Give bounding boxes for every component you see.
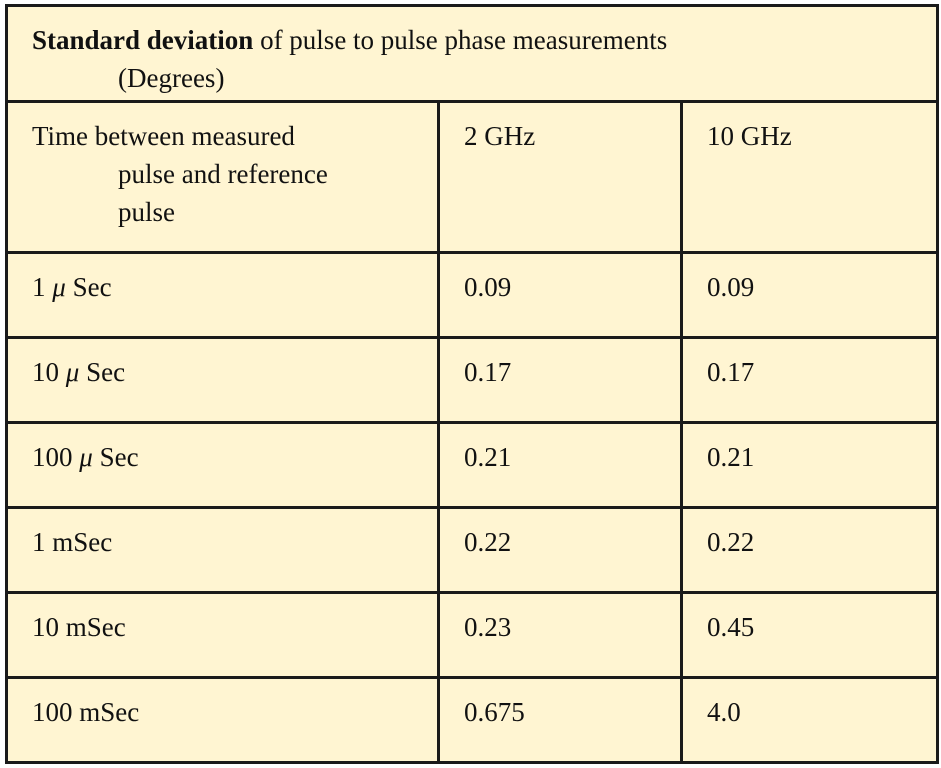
title-unit: (Degrees): [118, 63, 225, 93]
cell-2ghz: 0.17: [437, 336, 683, 424]
cell-10ghz: 0.09: [679, 251, 940, 339]
cell-10ghz: 4.0: [679, 676, 940, 764]
cell-time: 10 μ Sec: [5, 336, 440, 424]
cell-time: 1 mSec: [5, 506, 440, 594]
cell-10ghz: 0.17: [679, 336, 940, 424]
title-bold: Standard deviation: [32, 25, 254, 55]
table-title: Standard deviation of pulse to pulse pha…: [4, 4, 940, 103]
mu-symbol: μ: [52, 272, 66, 302]
header-time-line2: pulse and reference: [118, 159, 328, 189]
title-row: Standard deviation of pulse to pulse pha…: [4, 4, 940, 103]
header-2ghz: 2 GHz: [437, 100, 683, 254]
cell-2ghz: 0.22: [437, 506, 683, 594]
table-row: 100 mSec 0.675 4.0: [5, 676, 940, 764]
cell-time: 100 mSec: [5, 676, 440, 764]
cell-2ghz: 0.21: [437, 421, 683, 509]
cell-10ghz: 0.21: [679, 421, 940, 509]
cell-time: 10 mSec: [5, 591, 440, 679]
mu-symbol: μ: [79, 442, 93, 472]
table-row: 1 mSec 0.22 0.22: [5, 506, 940, 594]
table-row: 10 μ Sec 0.17 0.17: [5, 336, 940, 424]
phase-deviation-table: Standard deviation of pulse to pulse pha…: [4, 4, 940, 764]
header-time-line3: pulse: [118, 197, 175, 227]
header-time-line1: Time between measured: [32, 121, 295, 151]
mu-symbol: μ: [65, 357, 80, 387]
cell-time: 100 μ Sec: [5, 421, 440, 509]
cell-10ghz: 0.45: [679, 591, 940, 679]
header-10ghz: 10 GHz: [679, 100, 940, 254]
cell-10ghz: 0.22: [679, 506, 940, 594]
header-row: Time between measured pulse and referenc…: [5, 100, 940, 254]
table-row: 10 mSec 0.23 0.45: [5, 591, 940, 679]
table-row: 100 μ Sec 0.21 0.21: [5, 421, 940, 509]
cell-2ghz: 0.09: [437, 251, 683, 339]
cell-time: 1 μ Sec: [5, 251, 440, 339]
title-rest: of pulse to pulse phase measurements: [253, 25, 668, 55]
header-time: Time between measured pulse and referenc…: [5, 100, 440, 254]
table-row: 1 μ Sec 0.09 0.09: [5, 251, 940, 339]
cell-2ghz: 0.675: [437, 676, 683, 764]
cell-2ghz: 0.23: [437, 591, 683, 679]
